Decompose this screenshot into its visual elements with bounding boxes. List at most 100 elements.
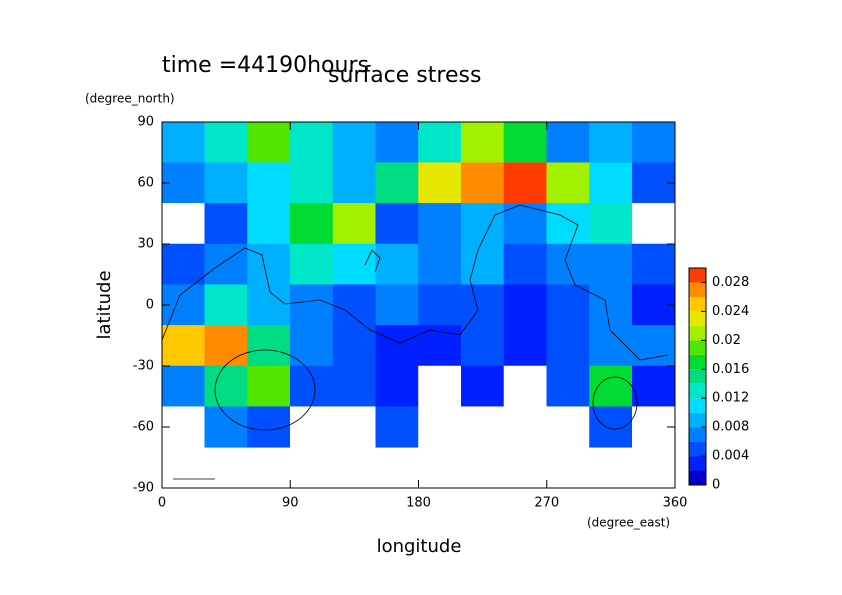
field-cell xyxy=(290,203,334,245)
field-cell xyxy=(503,203,547,245)
y-tick-label: 60 xyxy=(137,176,154,191)
field-cell xyxy=(503,406,547,448)
chart-subtitle: time =44190hours xyxy=(162,53,369,78)
x-units: (degree_east) xyxy=(587,516,670,530)
y-axis-label: latitude xyxy=(94,270,115,339)
field-cell xyxy=(161,243,205,285)
colorbar-band xyxy=(689,412,706,428)
colorbar-tick-label: 0.016 xyxy=(712,362,749,377)
field-cell xyxy=(375,203,419,245)
coastlines xyxy=(161,204,669,480)
colorbar-band xyxy=(689,296,706,312)
field-cell xyxy=(546,243,590,285)
colorbar-band xyxy=(689,325,706,341)
field-cell xyxy=(375,325,419,367)
field-cell xyxy=(161,325,205,367)
field-cell xyxy=(247,365,291,407)
field-cell xyxy=(204,121,248,163)
field-cell xyxy=(503,162,547,204)
field-cell xyxy=(589,406,633,448)
colorbar-band xyxy=(689,470,706,485)
field-cell xyxy=(332,365,376,407)
field-cell xyxy=(461,243,505,285)
field-cell xyxy=(247,121,291,163)
y-tick-label: -30 xyxy=(133,359,154,374)
field-cell xyxy=(290,406,334,448)
field-cell xyxy=(290,284,334,326)
y-tick-label: 0 xyxy=(146,298,154,313)
y-tick-label: 30 xyxy=(137,237,154,252)
field-cell xyxy=(546,365,590,407)
y-tick-label: -90 xyxy=(133,481,154,496)
colorbar-tick-label: 0.008 xyxy=(712,420,749,435)
x-tick-label: 0 xyxy=(158,496,166,511)
colorbar-band xyxy=(689,441,706,457)
colorbar-frame xyxy=(688,267,707,486)
colorbar-tick-label: 0.012 xyxy=(712,391,749,406)
field-cell xyxy=(332,243,376,285)
field-cell xyxy=(332,284,376,326)
field-cell xyxy=(418,406,462,448)
field-cell xyxy=(589,284,633,326)
field-cell xyxy=(589,203,633,245)
field-cell xyxy=(247,243,291,285)
field-cell xyxy=(375,284,419,326)
field-cell xyxy=(503,365,547,407)
colorbar-tick-label: 0.028 xyxy=(712,275,749,290)
field-cell xyxy=(546,203,590,245)
field-cell xyxy=(503,284,547,326)
field-cell xyxy=(461,203,505,245)
field-cell xyxy=(546,121,590,163)
coastline xyxy=(214,349,316,431)
field-cell xyxy=(589,121,633,163)
field-cell xyxy=(461,121,505,163)
field-cell xyxy=(418,162,462,204)
field-cell xyxy=(418,365,462,407)
field-cell xyxy=(332,325,376,367)
field-cell xyxy=(204,406,248,448)
field-cell xyxy=(418,284,462,326)
field-cell xyxy=(290,243,334,285)
field-cell xyxy=(375,406,419,448)
field-cell xyxy=(632,121,676,163)
field-cell xyxy=(461,406,505,448)
coastline xyxy=(592,376,638,430)
field-cell xyxy=(290,365,334,407)
field-cell xyxy=(589,365,633,407)
x-tick-label: 360 xyxy=(663,496,688,511)
field-cell xyxy=(546,284,590,326)
field-cell xyxy=(375,243,419,285)
field-cell xyxy=(161,121,205,163)
colorbar-band xyxy=(689,340,706,355)
field-cell xyxy=(161,365,205,407)
field-cell xyxy=(503,325,547,367)
colorbar-band xyxy=(689,311,706,326)
coastline xyxy=(161,204,669,361)
field-cell xyxy=(503,121,547,163)
y-tick-label: -60 xyxy=(133,420,154,435)
y-tick-label: 90 xyxy=(137,115,154,130)
field-cell xyxy=(247,284,291,326)
colorbar-band xyxy=(689,383,706,399)
field-cell xyxy=(247,325,291,367)
field-cell xyxy=(546,325,590,367)
field-cell xyxy=(332,121,376,163)
field-cell xyxy=(632,365,676,407)
field-cell xyxy=(589,243,633,285)
field-cell xyxy=(418,243,462,285)
colorbar-band xyxy=(689,398,706,413)
field-cell xyxy=(632,203,676,245)
field-cell xyxy=(375,162,419,204)
colorbar-band xyxy=(689,268,706,283)
colorbar-tick-label: 0 xyxy=(712,478,720,493)
field-cell xyxy=(546,406,590,448)
field-cell xyxy=(204,243,248,285)
field-cell xyxy=(204,365,248,407)
colorbar-band xyxy=(689,282,706,297)
field-cell xyxy=(461,162,505,204)
x-tick-label: 90 xyxy=(282,496,299,511)
field-cell xyxy=(332,203,376,245)
field-cell xyxy=(461,365,505,407)
